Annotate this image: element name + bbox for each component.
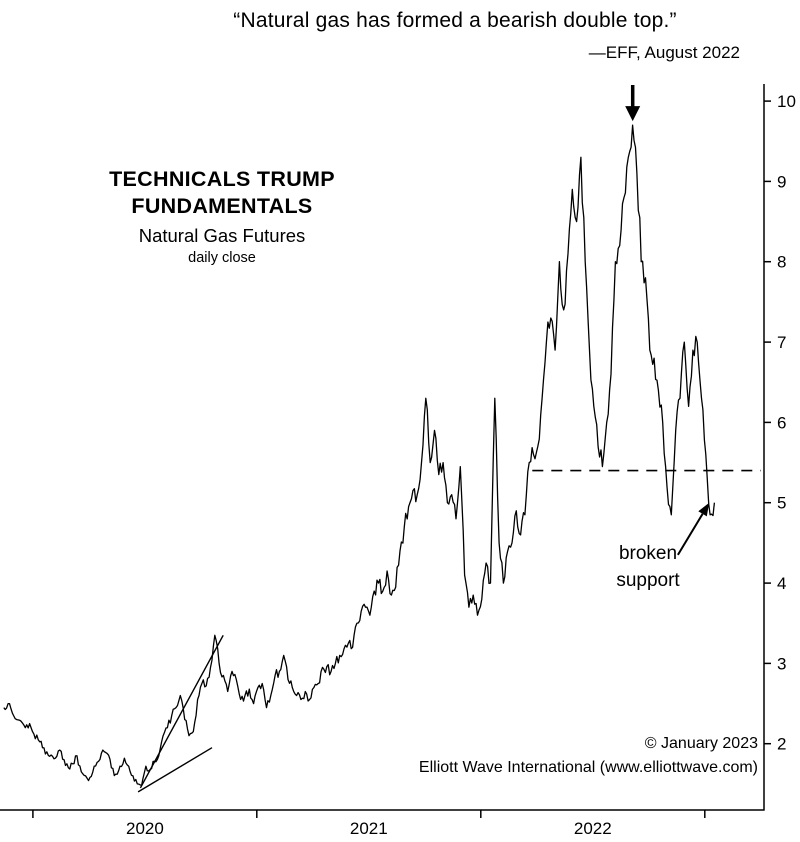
title-line-1: TECHNICALS TRUMP — [109, 167, 335, 191]
copyright-notice: © January 2023 — [644, 735, 758, 752]
broken-support-arrow-head — [698, 502, 710, 517]
chart-frequency-label: daily close — [188, 250, 256, 266]
wedge-lower-trendline — [137, 747, 213, 793]
price-line — [3, 124, 716, 787]
double-top-arrow-head — [625, 106, 641, 122]
y-axis-tick-label: 9 — [777, 172, 786, 191]
quote-attribution: —EFF, August 2022 — [588, 43, 740, 62]
broken-support-label-line1: broken — [618, 543, 678, 564]
y-axis-tick-label: 5 — [777, 494, 786, 513]
broken-support-label-line2: support — [616, 570, 680, 591]
y-axis-tick-label: 3 — [777, 654, 786, 673]
y-axis-tick-label: 6 — [777, 413, 786, 432]
y-axis-tick-label: 4 — [777, 574, 786, 593]
y-axis-tick-label: 7 — [777, 333, 786, 352]
y-axis-tick-label: 8 — [777, 253, 786, 272]
y-axis-tick-label: 2 — [777, 735, 786, 754]
broken-support-label: broken support — [580, 540, 716, 594]
chart-subtitle: Natural Gas Futures — [138, 225, 306, 246]
x-axis-year-label: 2020 — [126, 819, 164, 838]
title-line-2: FUNDAMENTALS — [131, 194, 313, 218]
wedge-upper-trendline — [139, 634, 224, 789]
publisher-credit: Elliott Wave International (www.elliottw… — [418, 759, 758, 776]
y-axis-tick-label: 10 — [777, 92, 796, 111]
x-axis-year-label: 2022 — [574, 819, 612, 838]
headline-quote: “Natural gas has formed a bearish double… — [233, 9, 677, 32]
chart-title-block: TECHNICALS TRUMP FUNDAMENTALS Natural Ga… — [72, 166, 372, 268]
broken-support-arrow-shaft — [677, 513, 704, 556]
x-axis-year-label: 2021 — [350, 819, 388, 838]
